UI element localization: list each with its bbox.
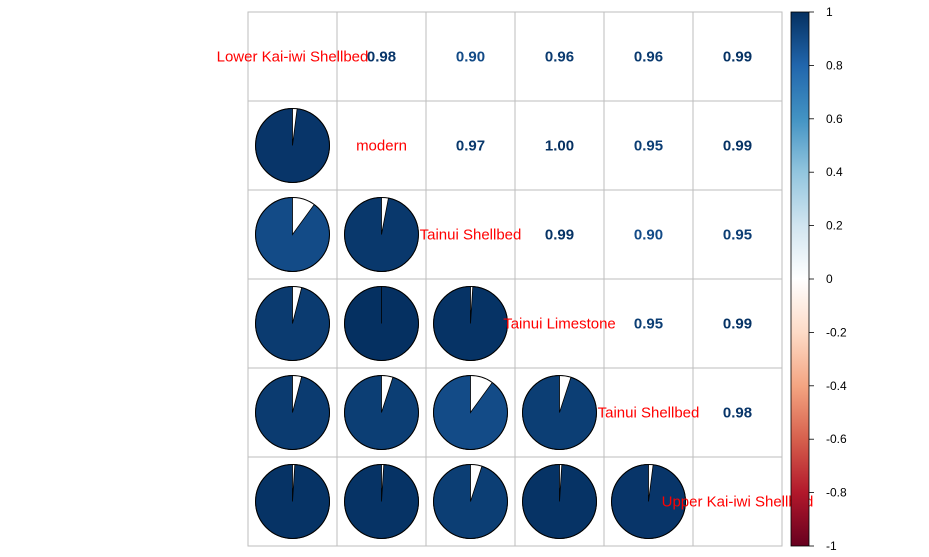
colorbar-tick-label: 0.2 [826,219,843,233]
grid-cell [603,367,694,458]
grid-cell [603,189,694,280]
coefficient-label: 0.99 [723,138,752,155]
pie-glyph [611,464,686,539]
grid-cell [692,100,783,191]
colorbar-tick-label: -0.8 [826,486,847,500]
color-legend: 1 0.8 0.6 0.4 0.2 0 -0.2 -0.4 -0.6 -0.8 -1 [790,5,847,553]
pie-glyph [344,375,419,450]
colorbar-tick-label: -0.4 [826,379,847,393]
grid-cell [514,278,605,369]
colorbar-tick-label: 0.4 [826,165,843,179]
colorbar-tick-label: -0.2 [826,325,847,339]
coefficient-label: 0.90 [634,227,663,244]
colorbar-tick-label: 0.6 [826,112,843,126]
coefficient-label: 0.99 [723,49,752,66]
diagonal-labels: Lower Kai-iwi Shellbed modern Tainui Shell… [217,49,814,511]
coefficient-label: 0.95 [723,227,752,244]
colorbar-tick-label: 1 [826,5,833,19]
colorbar-tick-label: -1 [826,539,837,553]
coefficient-label: 0.95 [634,138,663,155]
grid-cell [692,189,783,280]
pie-glyph [255,197,330,272]
pie-glyph [433,286,508,361]
pie-glyph [255,375,330,450]
pie-glyph [433,464,508,539]
grid-cell [692,11,783,102]
variable-label: Tainui Shellbed [420,227,522,244]
grid-cell [603,11,694,102]
coefficient-label: 0.96 [634,49,663,66]
coefficient-label: 0.99 [545,227,574,244]
coefficient-label: 1.00 [545,138,574,155]
coefficient-label: 0.90 [456,49,485,66]
grid-cell [336,100,427,191]
colorbar-tick-label: 0 [826,272,833,286]
colorbar-tick-label: -0.6 [826,432,847,446]
grid-cell [425,11,516,102]
grid [247,11,783,547]
pie-glyph [255,286,330,361]
colorbar-tick-label: 0.8 [826,58,843,72]
pie-glyphs [255,108,686,539]
pie-glyph [344,286,419,361]
pie-glyph [344,464,419,539]
variable-label: Upper Kai-iwi Shellbed [662,494,814,511]
coefficient-label: 0.97 [456,138,485,155]
coefficient-labels: 0.98 0.90 0.96 0.96 0.99 0.97 1.00 0.95 0.99 0.99… [367,49,752,422]
grid-cell [692,456,783,547]
color-legend-bar [790,11,810,547]
grid-cell [692,367,783,458]
variable-label: Tainui Limestone [503,316,616,333]
grid-cell [514,100,605,191]
coefficient-label: 0.99 [723,316,752,333]
coefficient-label: 0.98 [367,49,396,66]
grid-cell [514,189,605,280]
pie-glyph [522,464,597,539]
pie-glyph [344,197,419,272]
pie-glyph [433,375,508,450]
grid-cell [425,189,516,280]
coefficient-label: 0.95 [634,316,663,333]
grid-cell [603,278,694,369]
variable-label: Tainui Shellbed [598,405,700,422]
coefficient-label: 0.98 [723,405,752,422]
variable-label: Lower Kai-iwi Shellbed [217,49,369,66]
coefficient-label: 0.96 [545,49,574,66]
grid-cell [514,11,605,102]
pie-glyph [255,108,330,183]
grid-cell [336,11,427,102]
grid-cell [692,278,783,369]
pie-glyph [255,464,330,539]
grid-cell [247,11,338,102]
pie-glyph [522,375,597,450]
variable-label: modern [356,138,407,155]
